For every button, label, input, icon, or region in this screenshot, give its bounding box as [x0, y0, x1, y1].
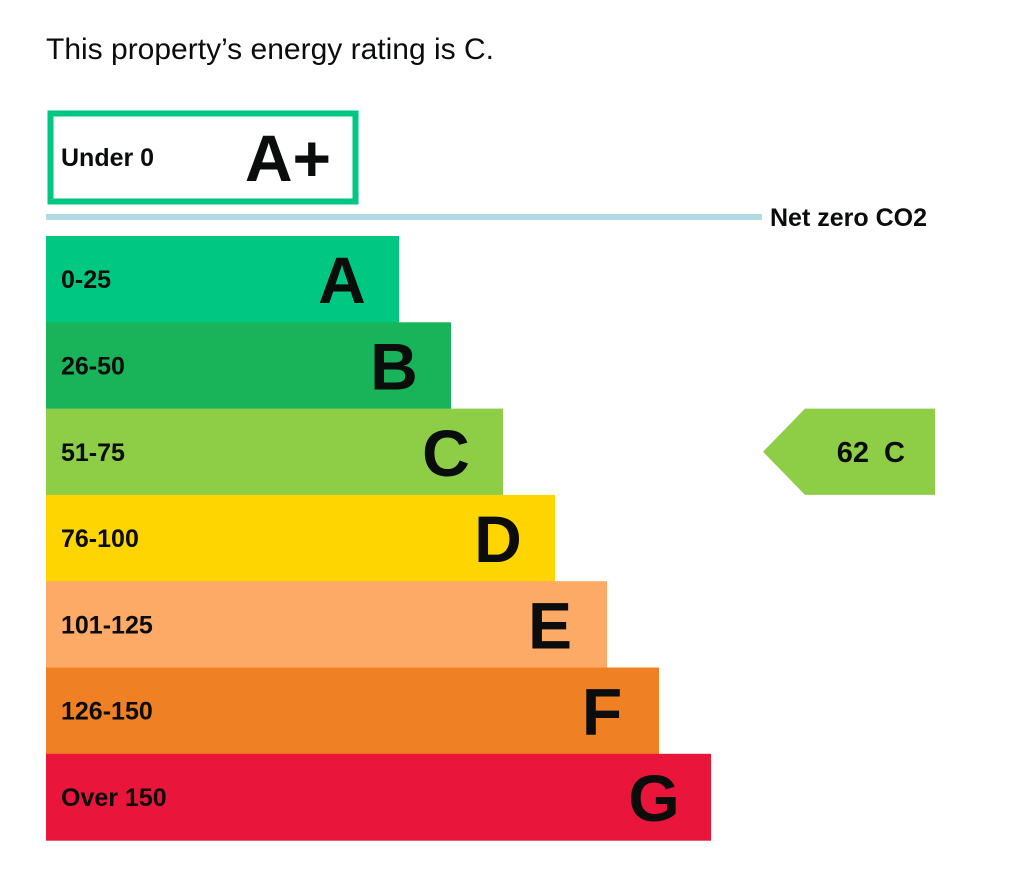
current-rating-indicator: 62 C	[763, 408, 935, 495]
band-bar-c	[46, 408, 503, 496]
band-bar-e	[46, 581, 607, 669]
band-bar-b	[46, 322, 451, 410]
rating-bands: 0-25 A 26-50 B 51-75 C 76-100 D 101-125 E 126-150 F…	[46, 236, 711, 841]
band-range-label: 51-75	[61, 439, 125, 467]
band-f: 126-150 F	[46, 667, 659, 755]
band-bar-g	[46, 753, 711, 841]
band-range-label: 76-100	[61, 525, 139, 553]
band-range-label: 0-25	[61, 266, 111, 294]
top-band-range-label: Under 0	[61, 144, 154, 172]
band-letter: F	[582, 675, 622, 749]
band-letter: A	[318, 243, 366, 317]
band-bar-a	[46, 236, 399, 323]
net-zero-label: Net zero CO2	[770, 204, 927, 232]
band-d: 76-100 D	[46, 494, 555, 582]
band-a: 0-25 A	[46, 236, 399, 323]
band-letter: D	[474, 502, 522, 576]
band-letter: C	[422, 416, 470, 490]
band-range-label: 26-50	[61, 352, 125, 380]
band-bar-f	[46, 667, 659, 755]
top-band-letter: A+	[245, 121, 331, 195]
band-b: 26-50 B	[46, 322, 451, 410]
top-band: Under 0 A+	[47, 110, 359, 205]
current-rating-letter: C	[884, 437, 905, 469]
current-rating-arrow	[763, 408, 935, 495]
band-letter: E	[528, 588, 572, 662]
band-e: 101-125 E	[46, 581, 607, 669]
page-headline: This property’s energy rating is C.	[46, 33, 494, 66]
band-g: Over 150 G	[46, 753, 711, 841]
band-range-label: 126-150	[61, 698, 153, 726]
current-rating-score: 62	[837, 437, 869, 469]
top-band-box	[47, 110, 359, 205]
band-letter: G	[628, 761, 679, 835]
band-letter: B	[370, 329, 418, 403]
band-range-label: 101-125	[61, 611, 153, 639]
band-range-label: Over 150	[61, 784, 167, 812]
band-bar-d	[46, 494, 555, 582]
band-c: 51-75 C	[46, 408, 503, 496]
